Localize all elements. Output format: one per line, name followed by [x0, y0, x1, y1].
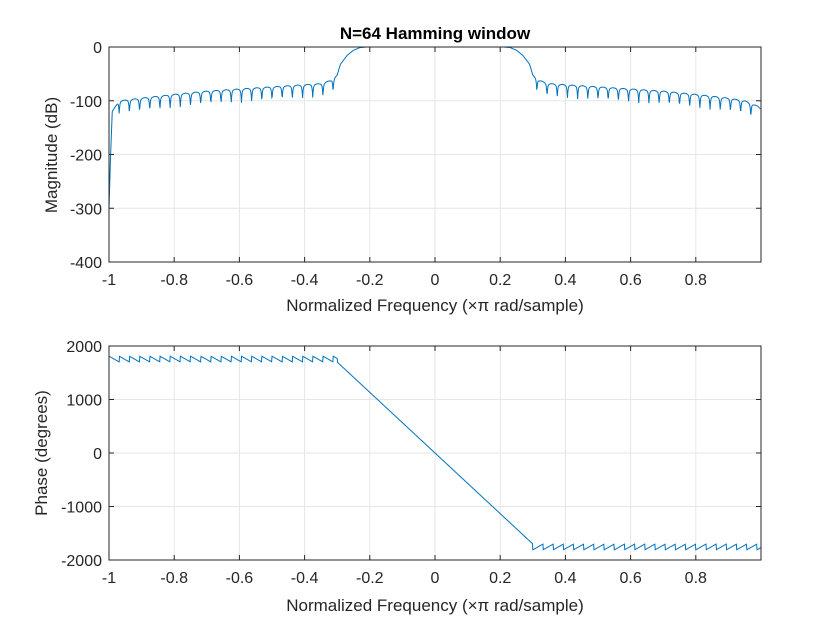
x-tick-label: -0.2: [356, 570, 384, 587]
x-tick-label: 0.8: [685, 570, 707, 587]
y-tick-label: -300: [70, 201, 102, 218]
x-tick-label: 0.2: [489, 570, 511, 587]
x-tick-label: 0.4: [554, 570, 576, 587]
x-tick-label: 0.4: [554, 272, 576, 289]
y-tick-label: 1000: [66, 393, 102, 410]
y-tick-label: -1000: [61, 500, 102, 517]
magnitude-axes: -1 -0.8 -0.6 -0.4 -0.2 0 0.2 0.4 0.6 0.8 0 -100 -200…: [42, 24, 762, 315]
x-tick-label: 0: [431, 272, 440, 289]
magnitude-ylabel: Magnitude (dB): [42, 97, 61, 213]
y-tick-label: -400: [70, 255, 102, 272]
x-tick-label: 0.6: [619, 570, 641, 587]
x-tick-label: -1: [102, 570, 116, 587]
x-tick-label: -0.4: [291, 272, 319, 289]
x-tick-label: 0.6: [619, 272, 641, 289]
y-tick-label: 0: [93, 40, 102, 57]
x-tick-label: 0.2: [489, 272, 511, 289]
phase-ylabel: Phase (degrees): [32, 390, 51, 516]
y-tick-label: -200: [70, 148, 102, 165]
x-tick-label: -0.8: [160, 272, 188, 289]
y-tick-label: -2000: [61, 553, 102, 570]
x-tick-label: -0.6: [226, 570, 254, 587]
chart-title: N=64 Hamming window: [340, 24, 531, 43]
phase-series-line: [109, 355, 761, 551]
y-tick-label: 0: [93, 446, 102, 463]
x-tick-label: -0.8: [160, 570, 188, 587]
x-tick-label: -0.4: [291, 570, 319, 587]
magnitude-series-line: [109, 47, 761, 209]
x-tick-label: 0.8: [685, 272, 707, 289]
x-tick-label: -0.6: [226, 272, 254, 289]
phase-xlabel: Normalized Frequency (×π rad/sample): [286, 596, 584, 615]
y-tick-label: -100: [70, 94, 102, 111]
x-tick-label: 0: [431, 570, 440, 587]
phase-axes: -1 -0.8 -0.6 -0.4 -0.2 0 0.2 0.4 0.6 0.8 2000 1000 0…: [32, 339, 762, 615]
y-tick-label: 2000: [66, 339, 102, 356]
magnitude-xlabel: Normalized Frequency (×π rad/sample): [286, 296, 584, 315]
x-tick-label: -1: [102, 272, 116, 289]
x-tick-label: -0.2: [356, 272, 384, 289]
